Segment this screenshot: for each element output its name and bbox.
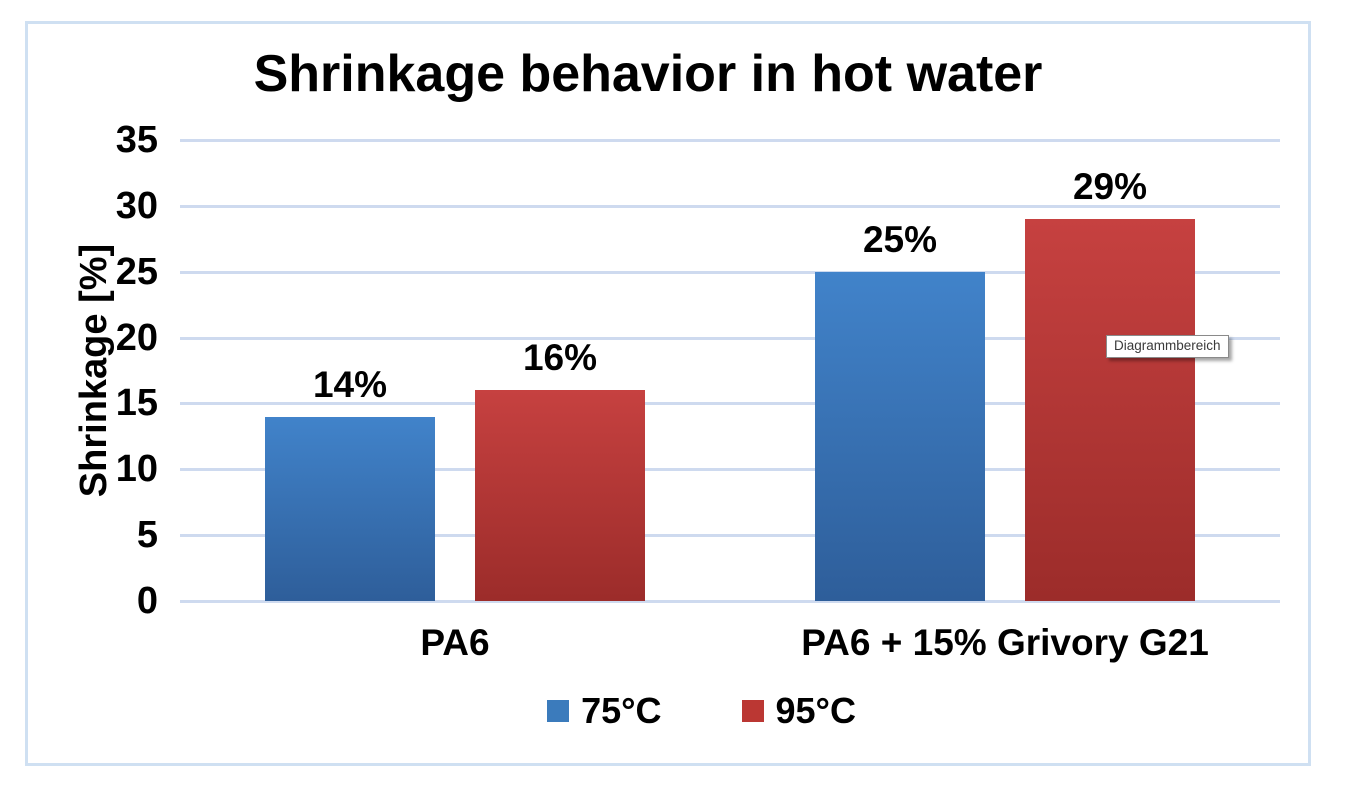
legend-label-95-c: 95°C [775,690,856,731]
gridline-5 [180,534,1280,538]
data-label-75-c-pa6-15-grivory-g21: 25% [862,219,938,260]
chart-area-tooltip: Diagrammbereich [1106,335,1229,358]
legend-item-95-c[interactable]: 95°C [741,690,856,731]
y-tick-label-5: 5 [136,514,158,557]
chart-title[interactable]: Shrinkage behavior in hot water [253,45,1043,103]
gridline-10 [180,468,1280,472]
y-tick-label-15: 15 [115,382,158,425]
gridline-15 [180,402,1280,406]
y-tick-label-10: 10 [115,448,158,491]
gridline-35 [180,139,1280,142]
bar-95-c-pa6-15-grivory-g21[interactable] [1025,219,1195,601]
y-tick-label-30: 30 [115,184,158,227]
legend-swatch-95-c [741,700,764,722]
y-tick-label-0: 0 [136,580,158,622]
legend-label-75-c: 75°C [581,690,662,731]
y-tick-label-25: 25 [115,250,158,293]
legend-item-75-c[interactable]: 75°C [547,690,662,731]
y-tick-label-20: 20 [115,316,158,359]
category-label-pa6: PA6 [420,622,490,663]
data-label-95-c-pa6-15-grivory-g21: 29% [1072,166,1148,207]
bar-75-c-pa6-15-grivory-g21[interactable] [815,272,985,601]
tooltip-text: Diagrammbereich [1114,338,1221,353]
data-label-95-c-pa6: 16% [522,337,598,378]
category-label-pa6-15-grivory-g21: PA6 + 15% Grivory G21 [801,622,1209,663]
gridline-20 [180,336,1280,340]
x-axis-line [180,600,1280,603]
legend-swatch-75-c [547,700,570,722]
gridline-30 [180,204,1280,208]
gridline-25 [180,270,1280,274]
bar-95-c-pa6[interactable] [475,390,645,601]
bar-75-c-pa6[interactable] [265,417,435,601]
legend[interactable]: 75°C 95°C [0,691,1358,731]
y-tick-label-35: 35 [115,119,158,161]
data-label-75-c-pa6: 14% [312,364,388,405]
